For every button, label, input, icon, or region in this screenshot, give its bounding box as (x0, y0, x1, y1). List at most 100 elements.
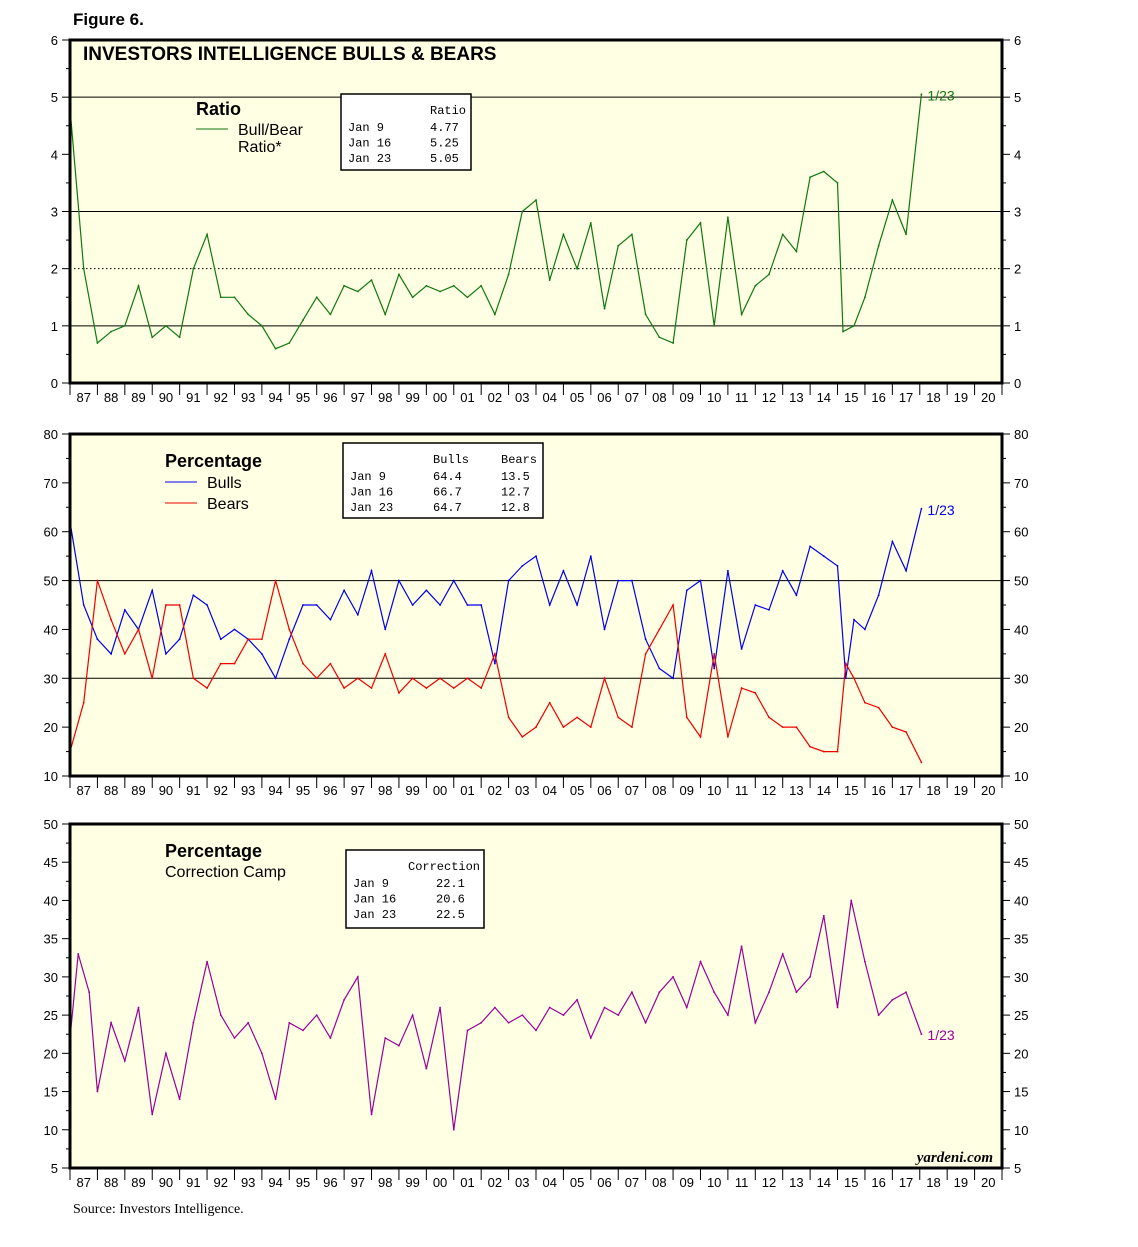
data-point (809, 176, 812, 179)
y-tick-label-right: 25 (1014, 1008, 1028, 1023)
data-point (110, 618, 113, 621)
end-label: 1/23 (927, 1027, 954, 1043)
x-tick-label: 14 (817, 1175, 831, 1190)
end-label: 1/23 (927, 87, 954, 103)
data-point (844, 677, 847, 680)
table-date: Jan 9 (348, 121, 384, 135)
y-tick-label-left: 25 (44, 1008, 58, 1023)
x-tick-label: 96 (323, 390, 337, 405)
x-tick-label: 06 (597, 1175, 611, 1190)
data-point (137, 628, 140, 631)
data-point (672, 975, 674, 978)
data-point (822, 914, 825, 917)
x-tick-label: 89 (131, 1175, 145, 1190)
data-point (137, 284, 140, 287)
plot-border (68, 38, 1004, 385)
legend-label: Ratio* (238, 139, 282, 156)
legend-title: Ratio (196, 99, 241, 119)
data-point (864, 960, 866, 963)
data-point (836, 182, 839, 184)
data-point (96, 342, 99, 344)
data-point (699, 579, 702, 582)
data-point (617, 1014, 620, 1017)
data-point (233, 628, 236, 631)
x-tick-label: 12 (762, 783, 776, 798)
x-tick-label: 15 (844, 1175, 858, 1190)
y-tick-label-left: 30 (44, 970, 58, 985)
y-tick-label-right: 15 (1014, 1085, 1028, 1100)
data-point (452, 579, 455, 582)
data-point (88, 991, 91, 994)
latest-values-table: Correction Jan 9 22.1 Jan 16 20.6 Jan 23 22.5 (345, 849, 485, 929)
data-point (384, 313, 387, 316)
y-tick-label-left: 6 (51, 33, 58, 48)
x-tick-label: 17 (899, 783, 913, 798)
table-value: 13.5 (501, 470, 530, 484)
x-tick-label: 03 (515, 783, 529, 798)
data-point (631, 233, 633, 236)
data-point (576, 267, 579, 270)
data-point (439, 1006, 441, 1009)
x-tick-label: 18 (926, 1175, 940, 1190)
y-tick-label-left: 40 (44, 893, 58, 908)
data-point (699, 960, 702, 963)
data-point (658, 336, 661, 339)
data-point (493, 313, 496, 316)
data-point (521, 1014, 524, 1017)
data-point (302, 662, 304, 665)
data-point (589, 726, 592, 729)
data-point (740, 687, 743, 689)
data-point (631, 726, 633, 729)
x-tick-label: 04 (542, 1175, 556, 1190)
data-point (658, 991, 661, 994)
table-value: 22.1 (436, 877, 465, 891)
data-point (726, 216, 729, 219)
data-point (864, 628, 866, 631)
data-point (562, 569, 565, 572)
data-point (795, 250, 798, 253)
y-tick-label-right: 40 (1014, 893, 1028, 908)
data-point (920, 1033, 923, 1036)
data-point (439, 677, 441, 680)
panel-3: 5 5 10 10 15 15 20 20 25 25 30 30 35 35 40 40 45 45 50 50 87… (44, 817, 1029, 1190)
data-point (398, 579, 400, 582)
x-tick-label: 15 (844, 783, 858, 798)
data-point (384, 628, 387, 631)
data-point (329, 662, 332, 665)
data-point (466, 296, 469, 299)
data-point (754, 604, 757, 606)
x-tick-label: 92 (214, 1175, 228, 1190)
x-tick-label: 14 (817, 783, 831, 798)
data-point (535, 555, 537, 558)
data-point (151, 1113, 154, 1116)
x-tick-label: 07 (625, 390, 639, 405)
data-point (398, 692, 400, 694)
data-point (315, 1014, 318, 1017)
data-point (439, 290, 441, 293)
data-point (178, 638, 181, 641)
x-tick-label: 06 (597, 783, 611, 798)
data-point (809, 745, 812, 748)
data-point (206, 604, 208, 606)
data-point (535, 199, 537, 201)
data-point (795, 594, 798, 597)
x-tick-label: 20 (981, 390, 995, 405)
data-point (713, 652, 716, 655)
data-point (260, 1052, 263, 1055)
data-point (480, 284, 483, 287)
data-point (685, 589, 688, 592)
x-tick-label: 00 (433, 390, 447, 405)
table-header: Bulls (433, 453, 469, 467)
x-tick-label: 95 (296, 390, 310, 405)
data-point (631, 991, 633, 994)
x-tick-label: 06 (597, 390, 611, 405)
latest-values-table: Ratio Jan 9 4.77 Jan 16 5.25 Jan 23 5.05 (340, 93, 472, 171)
x-tick-label: 09 (680, 1175, 694, 1190)
data-point (411, 296, 414, 299)
data-point (178, 604, 181, 606)
data-point (165, 324, 167, 327)
table-header: Ratio (430, 104, 466, 118)
x-tick-label: 11 (735, 783, 749, 798)
x-tick-label: 98 (378, 1175, 392, 1190)
